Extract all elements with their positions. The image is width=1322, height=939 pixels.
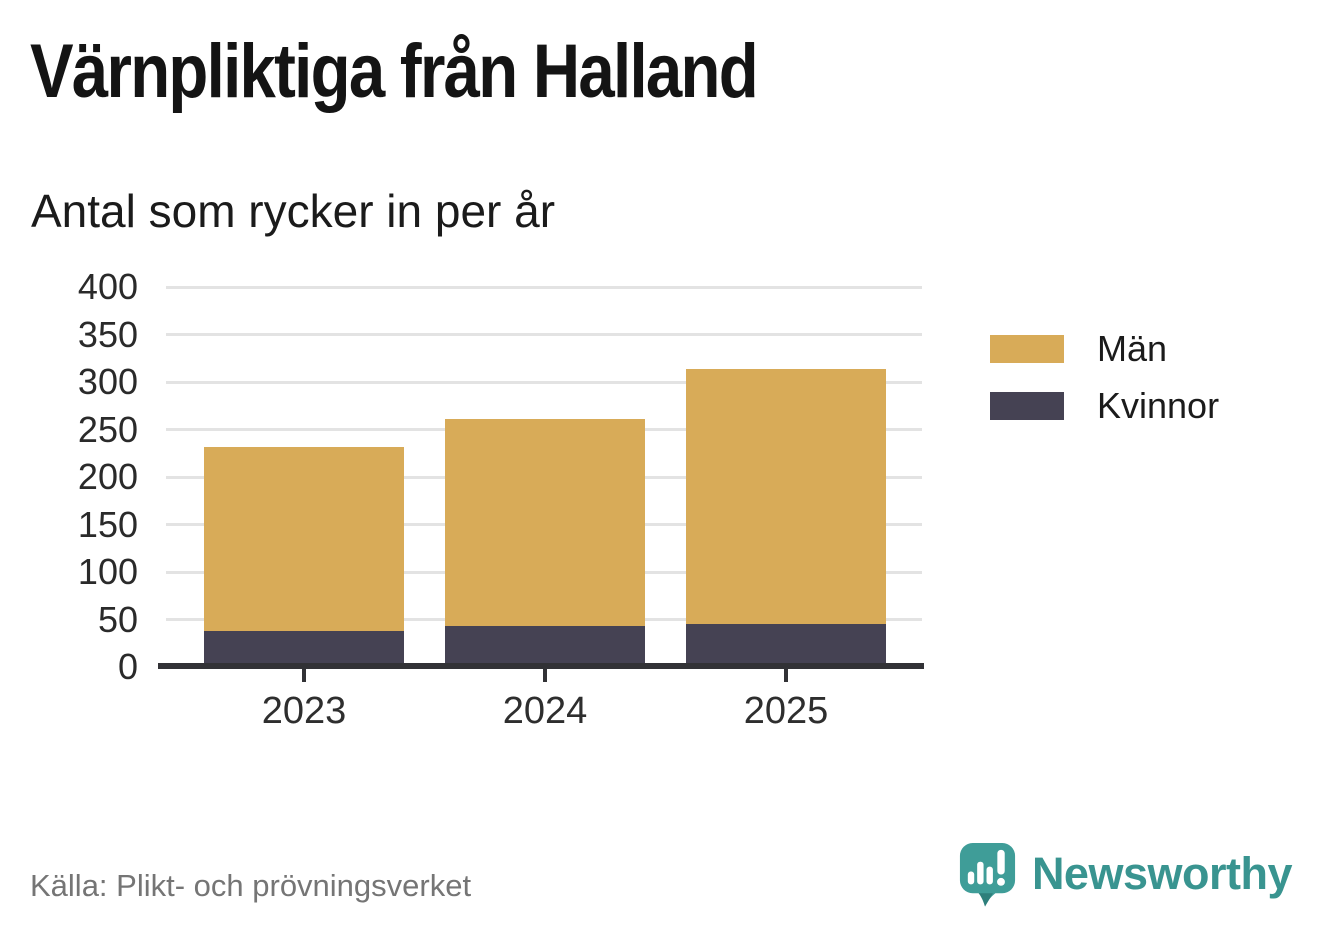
y-axis-tick-label: 200 (77, 456, 138, 497)
y-axis-tick-label: 0 (117, 646, 138, 687)
x-axis-line (158, 663, 924, 669)
y-axis-tick-label: 100 (77, 551, 138, 592)
legend-swatch (990, 335, 1064, 363)
bar-segment-män-2024 (445, 419, 645, 627)
legend: Män Kvinnor (990, 327, 1219, 441)
x-axis-tick (302, 669, 306, 682)
y-axis-tick-label: 50 (97, 598, 138, 640)
newsworthy-icon (959, 842, 1015, 907)
bar-segment-kvinnor-2024 (445, 626, 645, 667)
bar-segment-kvinnor-2023 (204, 630, 404, 667)
brand-wordmark: Newsworthy (1031, 847, 1293, 899)
x-axis-tick-label: 2024 (502, 690, 588, 732)
gridline-400 (166, 285, 922, 289)
y-axis-tick-label: 300 (77, 361, 138, 402)
gridline-300 (166, 380, 922, 384)
bar-segment-män-2023 (204, 446, 404, 631)
legend-label: Kvinnor (1097, 385, 1220, 426)
x-axis-tick-label: 2023 (261, 690, 347, 732)
legend-label: Män (1097, 328, 1168, 369)
x-axis-tick (784, 669, 788, 682)
y-axis-tick-label: 150 (77, 503, 138, 545)
source-attribution: Källa: Plikt- och prövningsverket (30, 868, 472, 903)
y-axis-tick-label: 400 (77, 266, 138, 307)
y-axis-tick-label: 250 (77, 408, 138, 450)
gridline-350 (166, 333, 922, 336)
legend-item-kvinnor: Kvinnor (990, 384, 1219, 428)
bar-segment-kvinnor-2025 (686, 624, 886, 667)
chart-subtitle: Antal som rycker in per år (31, 185, 556, 237)
chart-title: Värnpliktiga från Halland (30, 29, 759, 114)
x-axis-tick-label: 2025 (743, 690, 829, 732)
legend-swatch (990, 392, 1064, 420)
brand-logo: Newsworthy (956, 840, 1293, 907)
legend-item-män: Män (990, 327, 1219, 371)
bar-segment-män-2025 (686, 368, 886, 625)
y-axis-tick-label: 350 (77, 313, 138, 355)
x-axis-tick (543, 669, 547, 682)
